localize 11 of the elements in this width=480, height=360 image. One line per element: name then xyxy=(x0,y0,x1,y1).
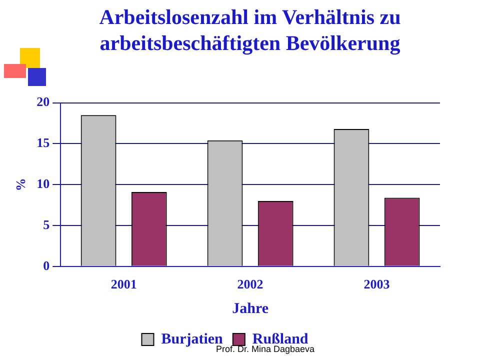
chart-title: Arbeitslosenzahl im Verhältnis zu arbeitsbeschäftigten Bevölkerung xyxy=(98,4,402,56)
y-tick-label: 10 xyxy=(36,176,50,191)
y-tick-label: 15 xyxy=(36,135,50,150)
y-tick-label: 5 xyxy=(43,216,50,232)
x-axis-title: Jahre xyxy=(232,300,269,317)
y-tick-label: 20 xyxy=(36,94,50,110)
x-tick-label: 2001 xyxy=(110,276,137,292)
y-axis-title: % xyxy=(13,178,28,192)
x-tick-label: 2002 xyxy=(237,276,264,292)
x-tick-label: 2003 xyxy=(364,276,390,292)
y-tick-label: 0 xyxy=(43,258,50,273)
